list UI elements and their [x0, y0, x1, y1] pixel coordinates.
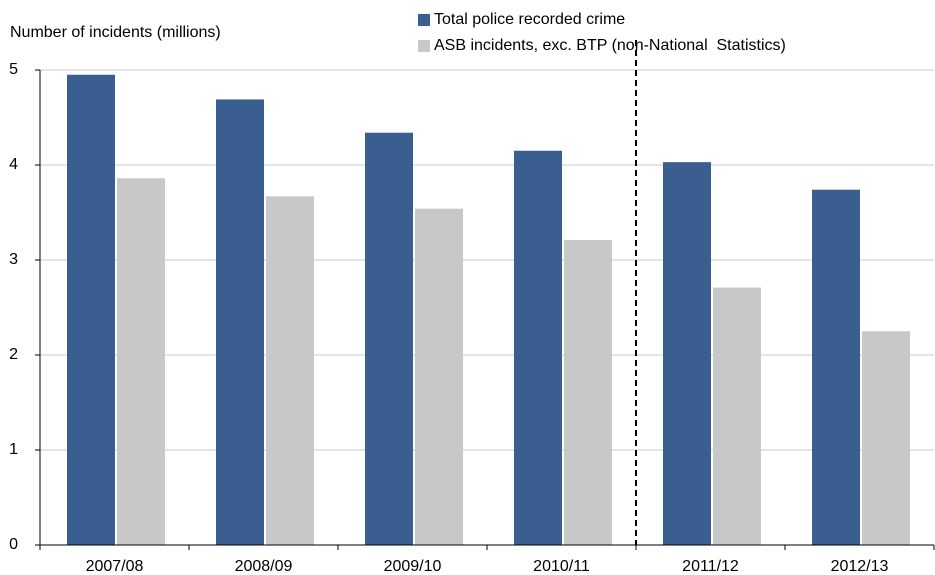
bar: [365, 132, 413, 545]
x-tick-label: 2008/09: [235, 558, 293, 575]
legend-label: Total police recorded crime: [434, 11, 625, 28]
bar: [564, 240, 612, 546]
x-tick-label: 2010/11: [533, 558, 590, 575]
bar: [117, 178, 165, 546]
legend-swatch: [418, 14, 430, 26]
bar: [415, 208, 463, 545]
bar: [713, 287, 761, 545]
bar: [812, 189, 860, 545]
bar: [216, 99, 264, 545]
x-tick-label: 2011/12: [682, 558, 739, 575]
bar: [514, 150, 562, 545]
y-tick-label: 1: [9, 441, 18, 458]
bar: [266, 196, 314, 545]
x-tick-label: 2009/10: [384, 558, 442, 575]
y-axis-label: Number of incidents (millions): [10, 24, 221, 41]
legend-label: ASB incidents, exc. BTP (non-National St…: [434, 37, 786, 54]
y-tick-label: 4: [9, 156, 18, 173]
bar: [67, 74, 115, 545]
y-tick-label: 0: [9, 536, 18, 553]
y-tick-label: 2: [9, 346, 18, 363]
legend-swatch: [418, 40, 430, 52]
y-tick-label: 5: [9, 61, 18, 78]
x-tick-label: 2007/08: [86, 558, 144, 575]
bar: [862, 331, 910, 545]
bar: [663, 162, 711, 545]
y-tick-label: 3: [9, 251, 18, 268]
x-tick-label: 2012/13: [831, 558, 889, 575]
